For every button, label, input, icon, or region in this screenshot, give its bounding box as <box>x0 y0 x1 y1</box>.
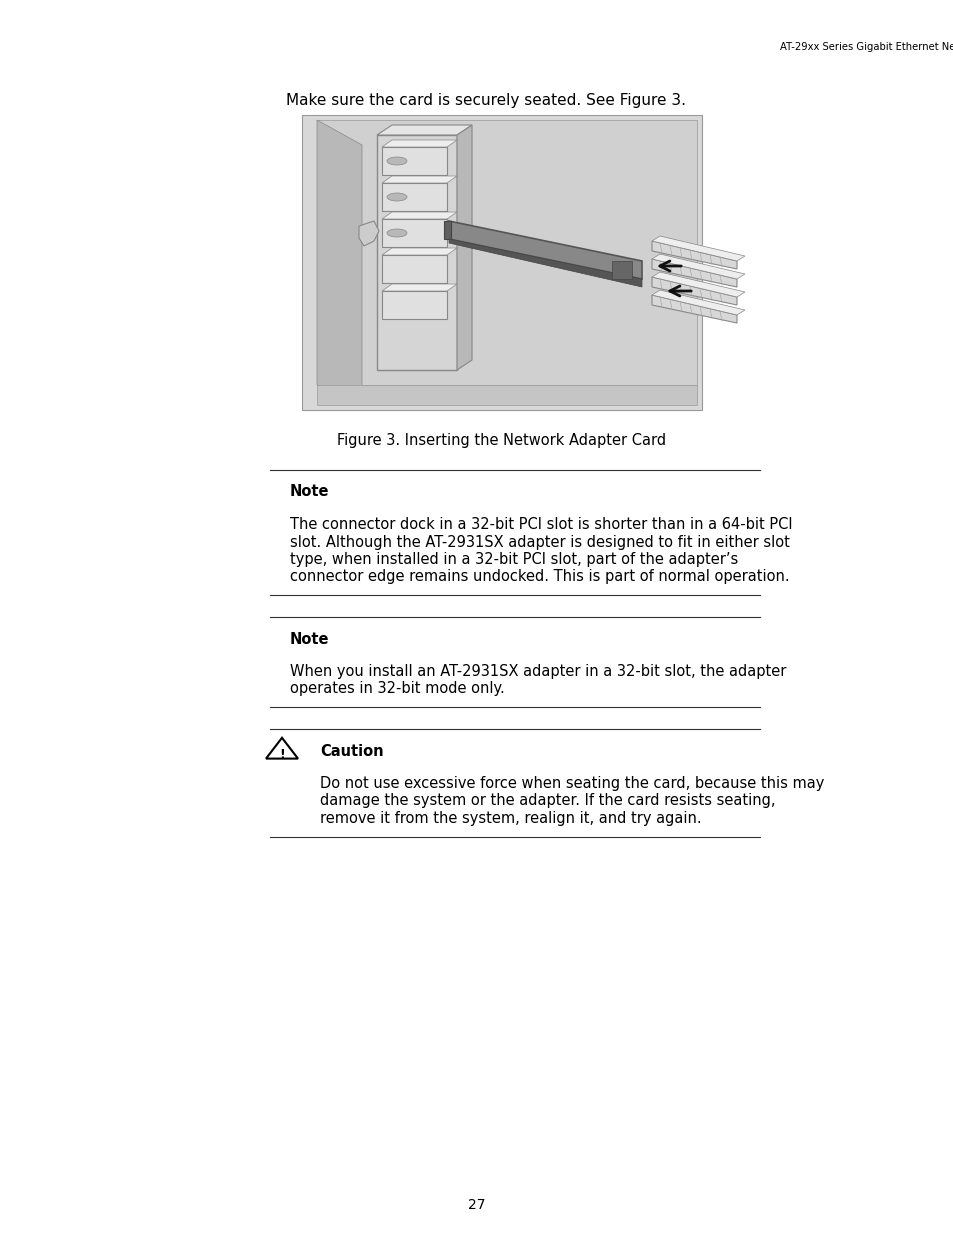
Polygon shape <box>381 140 456 147</box>
Text: connector edge remains undocked. This is part of normal operation.: connector edge remains undocked. This is… <box>290 569 789 584</box>
Polygon shape <box>449 240 641 287</box>
Text: remove it from the system, realign it, and try again.: remove it from the system, realign it, a… <box>319 811 700 826</box>
Bar <box>381 183 447 211</box>
Polygon shape <box>358 221 378 246</box>
Text: 27: 27 <box>468 1198 485 1212</box>
Polygon shape <box>651 236 744 261</box>
Polygon shape <box>456 125 472 370</box>
Text: When you install an AT-2931SX adapter in a 32-bit slot, the adapter: When you install an AT-2931SX adapter in… <box>290 664 785 679</box>
Polygon shape <box>381 212 456 219</box>
Bar <box>376 135 456 370</box>
Polygon shape <box>651 295 737 324</box>
Polygon shape <box>651 272 744 296</box>
Bar <box>381 291 447 319</box>
Text: Note: Note <box>290 484 329 499</box>
Text: Caution: Caution <box>319 743 383 758</box>
Bar <box>381 147 447 175</box>
Polygon shape <box>316 385 697 405</box>
Text: type, when installed in a 32-bit PCI slot, part of the adapter’s: type, when installed in a 32-bit PCI slo… <box>290 552 738 567</box>
Ellipse shape <box>387 157 407 165</box>
Text: damage the system or the adapter. If the card resists seating,: damage the system or the adapter. If the… <box>319 794 775 809</box>
Bar <box>381 254 447 283</box>
Polygon shape <box>376 125 472 135</box>
Polygon shape <box>651 254 744 279</box>
Polygon shape <box>449 221 641 279</box>
Text: Note: Note <box>290 631 329 646</box>
Polygon shape <box>316 120 697 385</box>
Text: slot. Although the AT-2931SX adapter is designed to fit in either slot: slot. Although the AT-2931SX adapter is … <box>290 535 789 550</box>
Text: operates in 32-bit mode only.: operates in 32-bit mode only. <box>290 682 504 697</box>
Ellipse shape <box>387 228 407 237</box>
Text: AT-29xx Series Gigabit Ethernet Network Adapters Installation Guide: AT-29xx Series Gigabit Ethernet Network … <box>780 42 953 52</box>
Polygon shape <box>381 284 456 291</box>
Text: !: ! <box>279 748 285 762</box>
Bar <box>612 261 631 279</box>
Bar <box>302 115 701 410</box>
Bar <box>381 219 447 247</box>
Text: The connector dock in a 32-bit PCI slot is shorter than in a 64-bit PCI: The connector dock in a 32-bit PCI slot … <box>290 517 792 532</box>
Polygon shape <box>651 241 737 269</box>
Text: Make sure the card is securely seated. See Figure 3.: Make sure the card is securely seated. S… <box>286 93 685 107</box>
Text: Do not use excessive force when seating the card, because this may: Do not use excessive force when seating … <box>319 776 823 790</box>
Bar <box>443 221 451 240</box>
Polygon shape <box>651 259 737 287</box>
Text: Figure 3. Inserting the Network Adapter Card: Figure 3. Inserting the Network Adapter … <box>337 432 666 447</box>
Polygon shape <box>651 277 737 305</box>
Polygon shape <box>381 248 456 254</box>
Polygon shape <box>316 120 361 405</box>
Polygon shape <box>651 290 744 315</box>
Polygon shape <box>381 177 456 183</box>
Polygon shape <box>266 737 297 758</box>
Ellipse shape <box>387 193 407 201</box>
